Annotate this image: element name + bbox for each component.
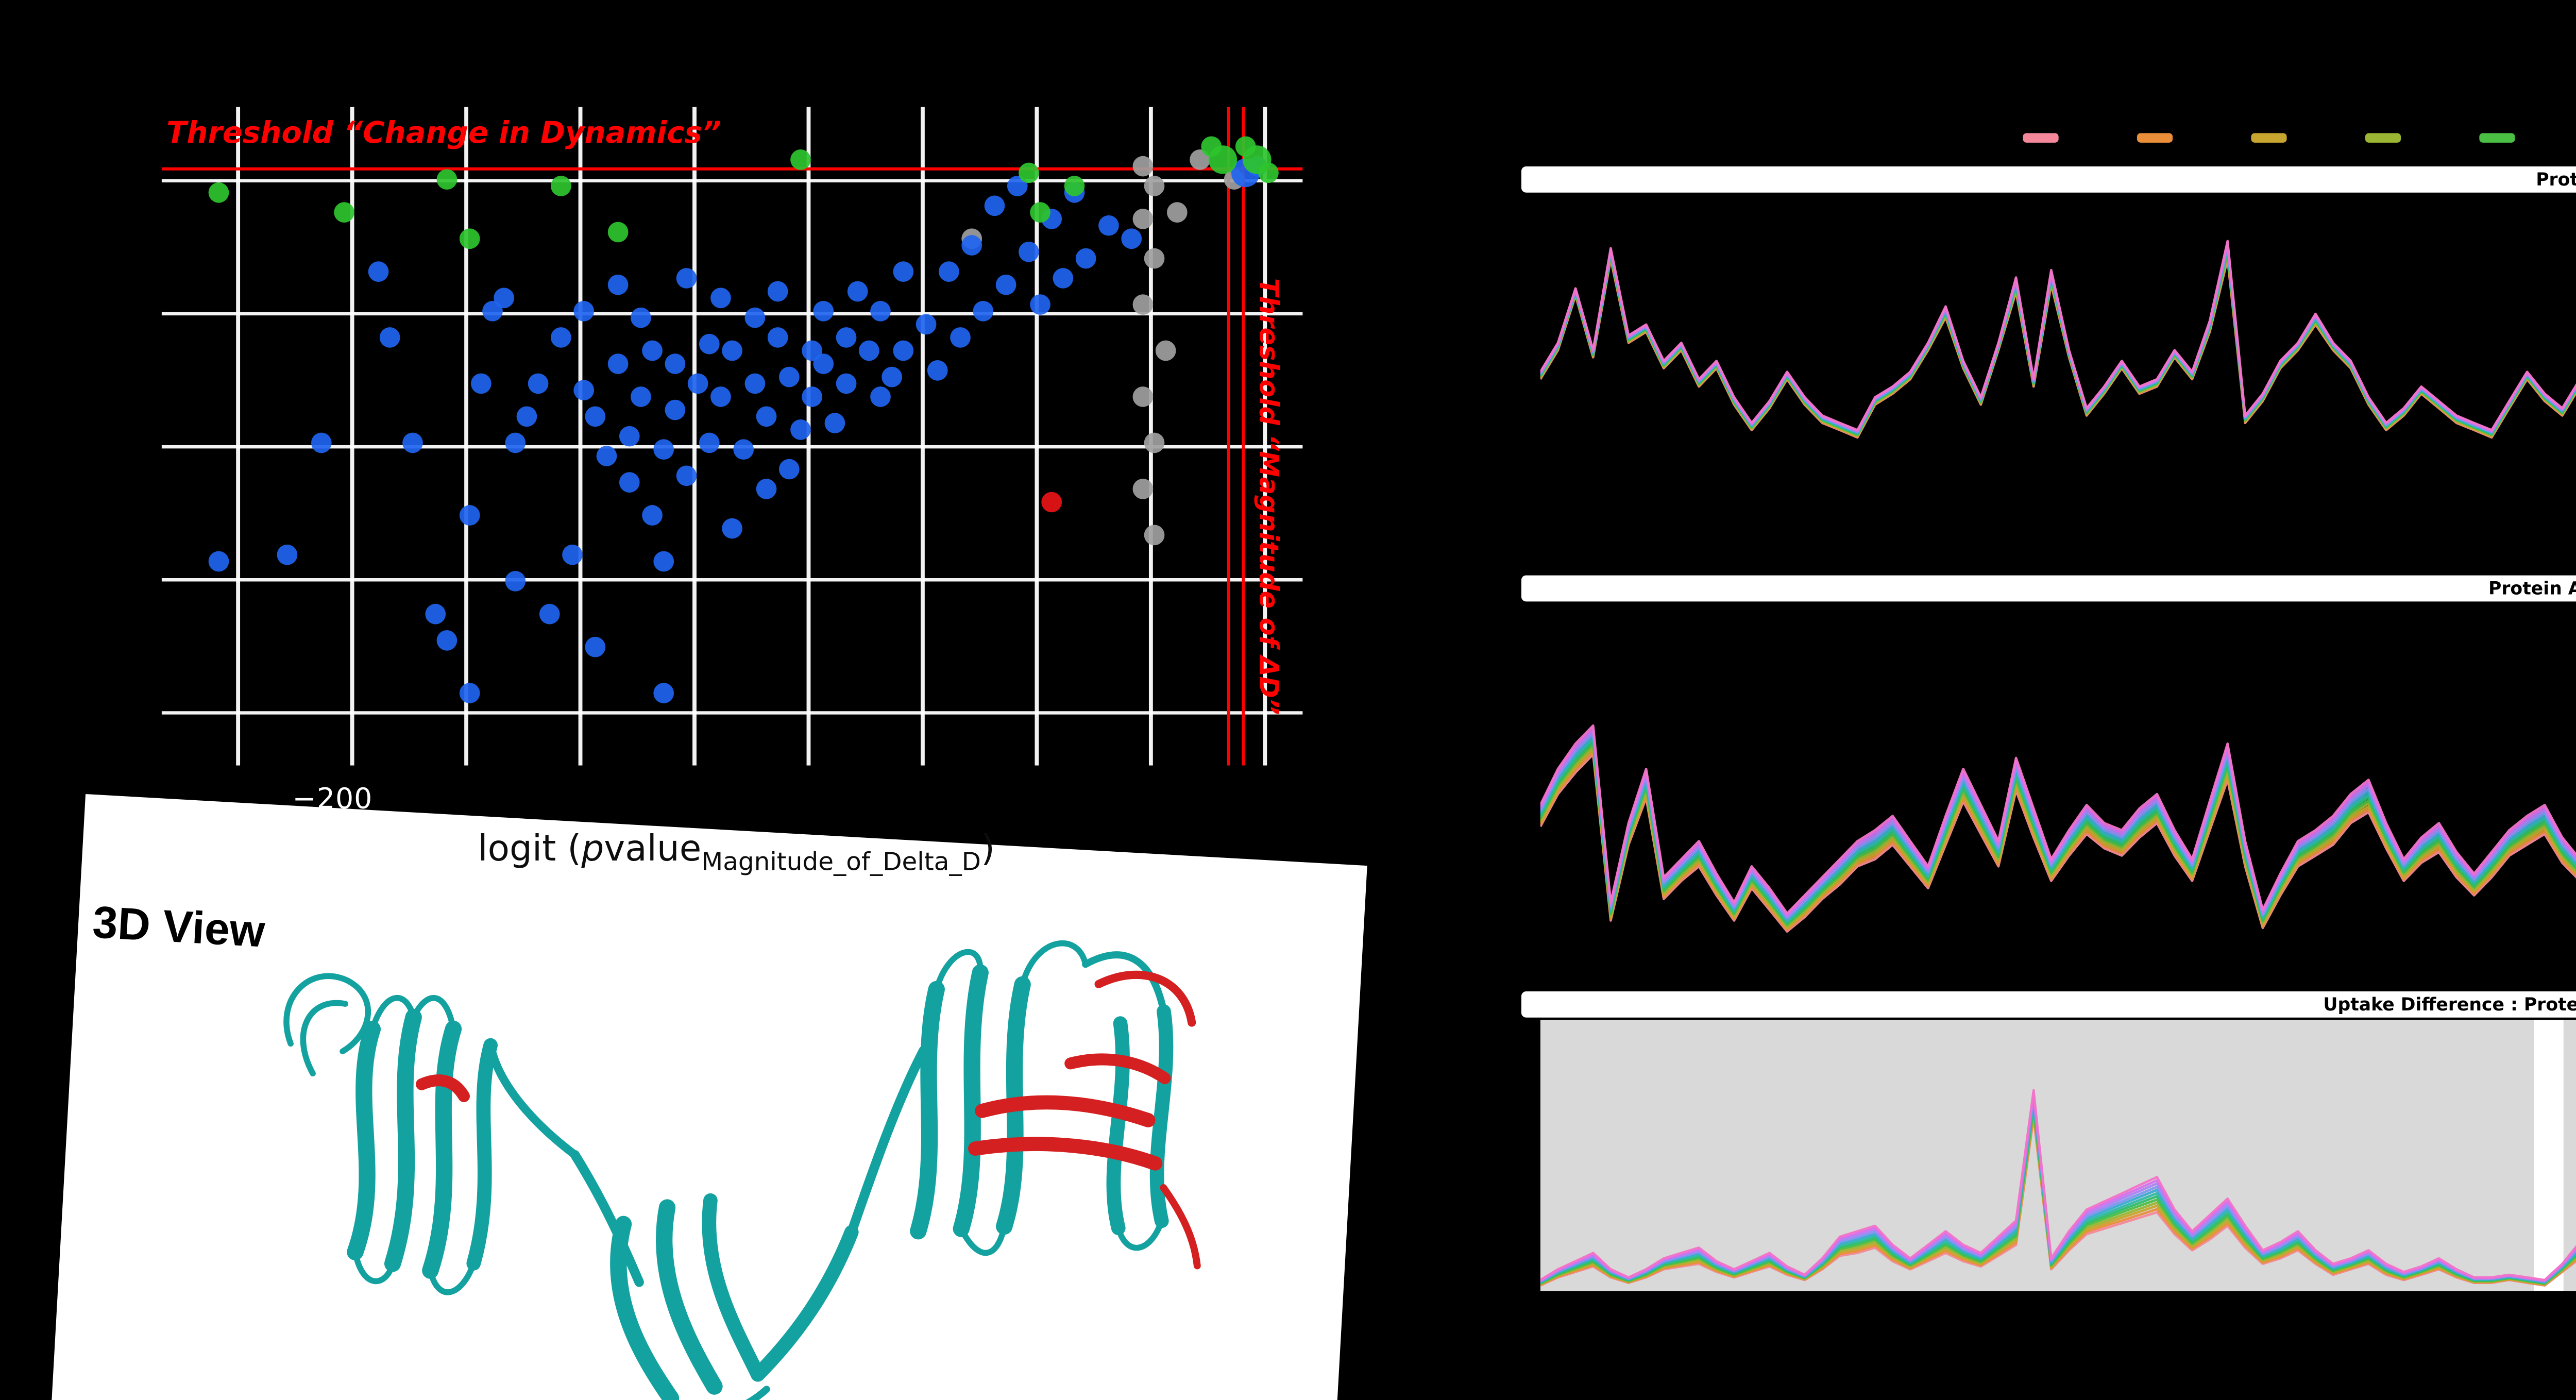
ribbon-teal-strands (283, 940, 1174, 1400)
uptake-plot-protein-a-ligand[interactable] (1540, 606, 2576, 968)
panel-title-protein-a-text: Protein A (2536, 168, 2576, 191)
panel-title-protein-a: Protein A (1521, 166, 2576, 193)
legend-swatch (2478, 133, 2514, 142)
x-axis-label-post: ) (981, 827, 995, 870)
x-axis-label-p: p (581, 827, 604, 870)
protein-ribbon-3d[interactable] (49, 794, 1367, 1400)
legend-swatch (2364, 133, 2400, 142)
x-axis-label-sub: Magnitude_of_Delta_D (701, 849, 981, 878)
panel-title-uptake-difference-text: Uptake Difference : Protein A - (Protein… (2323, 993, 2576, 1016)
x-axis-label-mid: value (604, 827, 702, 870)
volcano-scatter-canvas[interactable] (161, 107, 1303, 766)
uptake-difference-plot[interactable] (1540, 1020, 2576, 1291)
legend-swatch (2250, 133, 2286, 142)
threshold-magnitude-label: Threshold “Magnitude of ΔD” (1252, 278, 1284, 715)
timepoint-legend (2023, 131, 2576, 145)
panel-title-uptake-difference: Uptake Difference : Protein A - (Protein… (1521, 991, 2576, 1018)
panel-title-protein-a-ligand-text: Protein A + Ligand (2488, 578, 2576, 599)
structure-3d-card: 3D View (49, 794, 1367, 1400)
3d-view-title: 3D View (91, 899, 266, 959)
x-axis-label: logit (pvalueMagnitude_of_Delta_D) (478, 828, 995, 878)
x-axis-label-pre: logit ( (478, 827, 582, 870)
uptake-plot-protein-a[interactable] (1540, 197, 2576, 561)
panel-title-protein-a-ligand: Protein A + Ligand (1521, 575, 2576, 602)
threshold-dynamics-label: Threshold “Change in Dynamics” (166, 114, 721, 150)
legend-swatch (2023, 133, 2059, 142)
ribbon-red-highlights (416, 970, 1201, 1270)
legend-swatch (2137, 133, 2173, 142)
